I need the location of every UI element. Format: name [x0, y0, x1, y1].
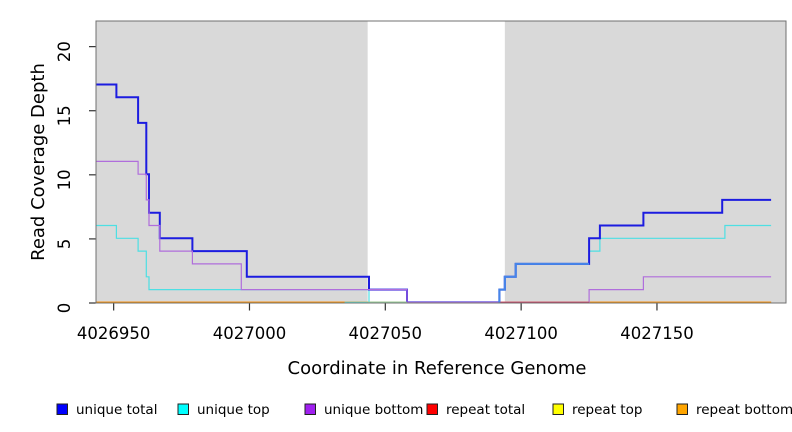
legend-swatch-unique-bottom [304, 403, 316, 415]
plot-background-layer [96, 21, 786, 303]
x-tick-label: 4027000 [213, 324, 287, 343]
legend: unique total unique top unique bottom repea… [56, 402, 792, 418]
x-tick-label: 4027100 [484, 324, 558, 343]
legend-label-unique-total: unique total [76, 402, 157, 418]
legend-swatch-repeat-total [426, 403, 438, 415]
legend-swatch-repeat-bottom [676, 403, 688, 415]
x-tick-label: 4027050 [349, 324, 423, 343]
masked-region-band [367, 21, 505, 303]
y-axis-title: Read Coverage Depth [28, 63, 49, 261]
x-tick-label: 4027150 [620, 324, 694, 343]
legend-label-repeat-top: repeat top [572, 402, 642, 418]
series-layer [96, 83, 772, 304]
x-tick-label: 4026950 [77, 324, 151, 343]
axis-labels-layer: Coordinate in Reference Genome Read Cove… [28, 63, 586, 379]
y-tick-label: 20 [55, 41, 74, 62]
y-tick-label: 10 [55, 169, 74, 190]
legend-swatch-unique-total [56, 403, 68, 415]
legend-swatch-repeat-top [552, 403, 564, 415]
x-axis-title: Coordinate in Reference Genome [288, 358, 587, 379]
legend-label-unique-top: unique top [197, 402, 270, 418]
axis-ticks-layer: 4026950 4027000 4027050 4027100 4027150 0 5 10 1… [55, 41, 694, 343]
y-tick-label: 15 [55, 105, 74, 126]
overlay-unique-total-light-blend [498, 262, 590, 303]
series-unique-bottom [96, 160, 772, 303]
legend-label-repeat-bottom: repeat bottom [696, 402, 792, 418]
legend-swatch-unique-top [177, 403, 189, 415]
legend-label-repeat-total: repeat total [446, 402, 525, 418]
plot-frame [95, 20, 787, 304]
y-tick-label: 5 [55, 239, 74, 250]
plot-frame-layer [95, 20, 787, 304]
legend-label-unique-bottom: unique bottom [324, 402, 423, 418]
y-tick-label: 0 [55, 303, 74, 314]
